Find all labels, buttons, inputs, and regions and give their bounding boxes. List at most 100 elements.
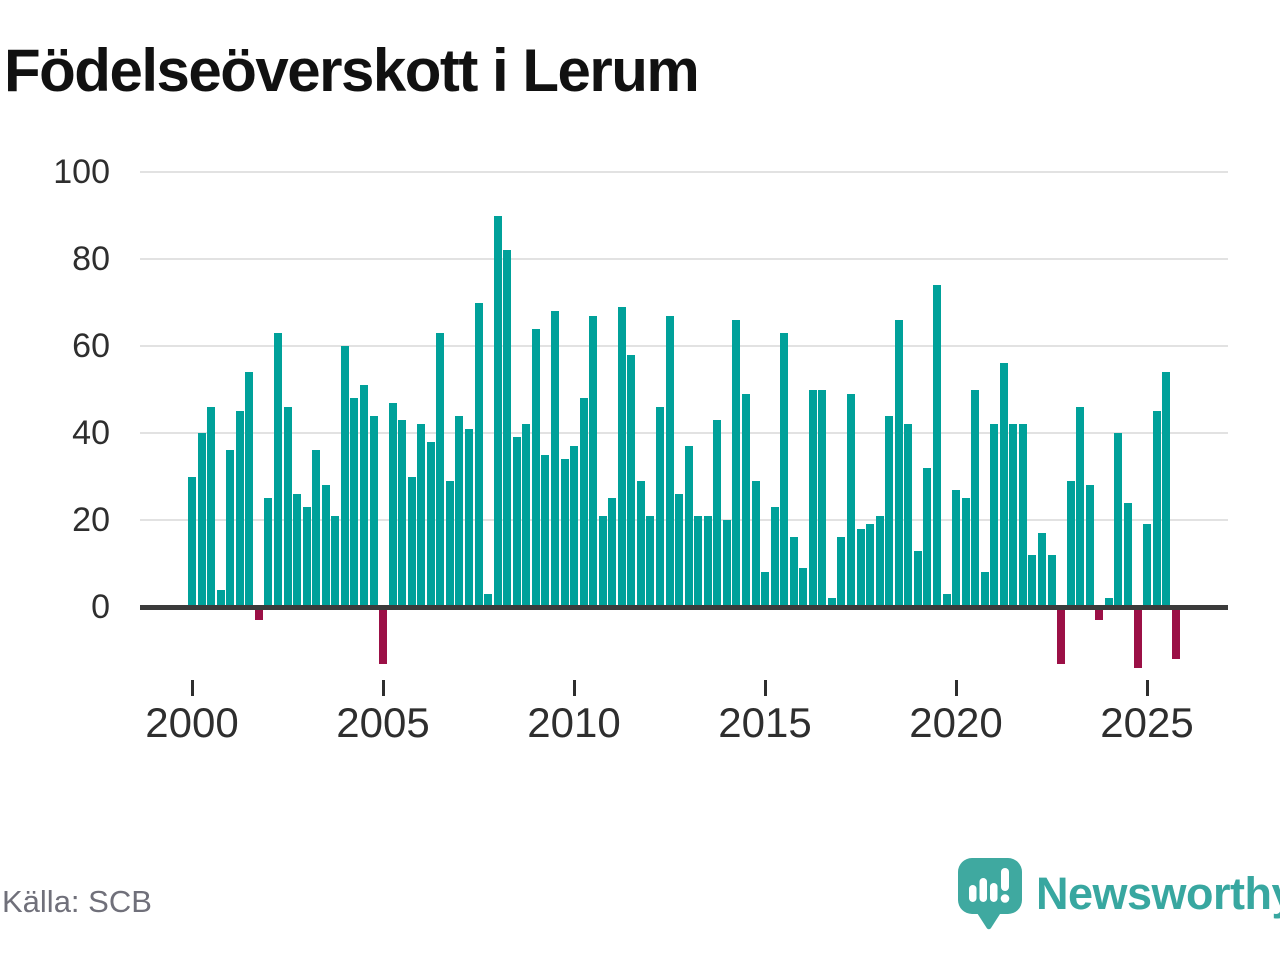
bar-2021-q1 bbox=[990, 424, 999, 607]
y-axis-label-80: 80 bbox=[72, 240, 110, 278]
y-axis-label-60: 60 bbox=[72, 327, 110, 365]
x-axis-label-2000: 2000 bbox=[145, 699, 239, 746]
bar-2013-q2 bbox=[694, 515, 703, 607]
bar-2017-q3 bbox=[856, 528, 865, 607]
bar-2017-q4 bbox=[866, 524, 875, 607]
x-axis-tick-2005 bbox=[381, 680, 385, 696]
bar-2004-q4 bbox=[369, 415, 378, 607]
x-axis-label-2025: 2025 bbox=[1100, 699, 1194, 746]
bar-2018-q4 bbox=[904, 424, 913, 607]
bar-2021-q4 bbox=[1018, 424, 1027, 607]
bar-2008-q4 bbox=[522, 424, 531, 607]
bar-2013-q1 bbox=[684, 446, 693, 607]
bar-2016-q1 bbox=[799, 567, 808, 607]
bar-2004-q3 bbox=[359, 385, 368, 607]
bar-2005-q2 bbox=[388, 402, 397, 607]
bar-2007-q2 bbox=[465, 428, 473, 607]
bar-2014-q2 bbox=[732, 319, 741, 607]
bar-2018-q3 bbox=[894, 319, 903, 607]
y-axis-label-40: 40 bbox=[72, 414, 110, 452]
bar-2003-q1 bbox=[302, 506, 311, 607]
bar-2018-q1 bbox=[875, 515, 884, 607]
bar-2016-q2 bbox=[808, 389, 817, 607]
bar-2003-q3 bbox=[321, 485, 330, 607]
bar-2006-q2 bbox=[426, 441, 435, 607]
bar-2017-q1 bbox=[837, 537, 846, 607]
bar-2001-q3 bbox=[245, 372, 254, 607]
bar-2015-q1 bbox=[761, 572, 769, 607]
gridline-y-20 bbox=[140, 519, 1228, 521]
y-axis-label-20: 20 bbox=[72, 501, 110, 539]
bar-2002-q4 bbox=[293, 493, 302, 607]
bar-2015-q3 bbox=[780, 333, 789, 607]
bar-2001-q1 bbox=[226, 450, 235, 607]
bar-2024-q4 bbox=[1133, 607, 1142, 668]
bar-2016-q3 bbox=[818, 389, 827, 607]
bar-2010-q2 bbox=[579, 398, 588, 607]
bar-2006-q4 bbox=[445, 480, 454, 607]
bar-2024-q3 bbox=[1123, 502, 1132, 607]
bar-2018-q2 bbox=[885, 415, 894, 607]
bar-2000-q3 bbox=[207, 406, 216, 607]
bar-2020-q1 bbox=[952, 489, 960, 607]
bar-2022-q3 bbox=[1047, 554, 1056, 607]
bar-2023-q2 bbox=[1076, 406, 1085, 607]
bar-2023-q4 bbox=[1095, 607, 1104, 620]
bar-2022-q1 bbox=[1028, 554, 1037, 607]
x-axis-tick-2020 bbox=[954, 680, 958, 696]
bar-2010-q3 bbox=[589, 315, 598, 607]
bar-2005-q1 bbox=[379, 607, 387, 664]
bar-2014-q3 bbox=[741, 393, 750, 607]
y-axis-label-0: 0 bbox=[91, 588, 110, 626]
x-axis-tick-2015 bbox=[763, 680, 767, 696]
bar-2005-q3 bbox=[398, 420, 407, 607]
bar-2004-q2 bbox=[350, 398, 359, 607]
bar-2009-q4 bbox=[560, 459, 569, 607]
bar-2004-q1 bbox=[340, 346, 349, 607]
bar-2009-q2 bbox=[541, 454, 550, 608]
bar-2008-q1 bbox=[493, 215, 502, 607]
bar-2025-q2 bbox=[1152, 411, 1161, 607]
bar-2009-q1 bbox=[531, 328, 540, 607]
y-axis-label-100: 100 bbox=[53, 153, 110, 191]
bar-2010-q4 bbox=[598, 515, 607, 607]
bar-2015-q2 bbox=[770, 506, 779, 607]
bar-2020-q2 bbox=[961, 498, 970, 607]
bar-2022-q2 bbox=[1038, 533, 1046, 607]
bar-2006-q1 bbox=[417, 424, 426, 607]
bar-2022-q4 bbox=[1057, 607, 1066, 664]
newsworthy-logo-icon bbox=[958, 858, 1022, 930]
x-axis-label-2015: 2015 bbox=[718, 699, 812, 746]
x-axis-tick-2000 bbox=[190, 680, 194, 696]
bar-2009-q3 bbox=[550, 311, 559, 607]
bar-2011-q1 bbox=[608, 498, 617, 607]
bar-2012-q2 bbox=[656, 406, 664, 607]
bar-2019-q4 bbox=[942, 594, 951, 607]
bar-2012-q4 bbox=[675, 493, 683, 607]
bar-2023-q3 bbox=[1085, 485, 1094, 607]
bar-2007-q4 bbox=[484, 594, 493, 607]
bar-2008-q3 bbox=[512, 437, 521, 607]
bar-2011-q2 bbox=[617, 306, 626, 607]
bar-2014-q1 bbox=[722, 520, 731, 607]
bar-2002-q3 bbox=[283, 406, 292, 607]
bar-2019-q1 bbox=[913, 550, 922, 607]
bar-2011-q3 bbox=[627, 354, 636, 607]
bar-2000-q4 bbox=[216, 589, 225, 607]
bar-2003-q2 bbox=[312, 450, 321, 607]
bar-2012-q1 bbox=[646, 515, 655, 607]
bar-2013-q4 bbox=[713, 420, 722, 607]
bar-2016-q4 bbox=[827, 598, 836, 607]
bar-2000-q2 bbox=[197, 433, 206, 607]
x-axis-tick-2025 bbox=[1145, 680, 1149, 696]
newsworthy-wordmark: Newsworthy bbox=[1036, 868, 1280, 919]
page-title: Födelseöverskott i Lerum bbox=[4, 37, 700, 104]
bar-2010-q1 bbox=[570, 446, 578, 607]
bar-2001-q4 bbox=[254, 607, 263, 620]
bar-2011-q4 bbox=[636, 480, 645, 607]
bar-2002-q2 bbox=[273, 333, 282, 607]
bar-2020-q3 bbox=[971, 389, 980, 607]
bar-2008-q2 bbox=[503, 250, 512, 607]
bar-2019-q3 bbox=[932, 285, 941, 607]
bar-2000-q1 bbox=[188, 476, 196, 607]
